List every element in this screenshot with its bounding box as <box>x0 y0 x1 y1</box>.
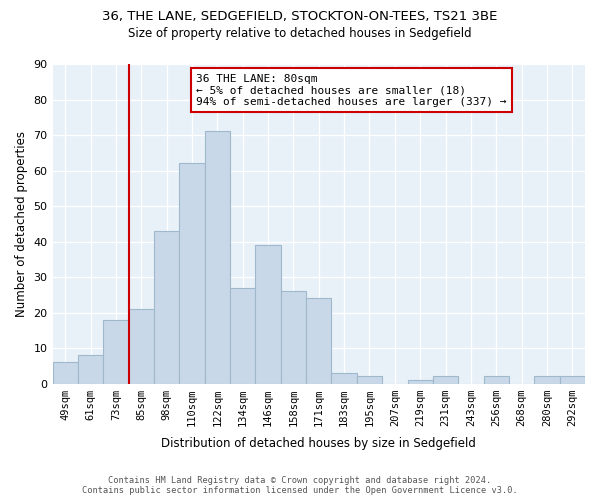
X-axis label: Distribution of detached houses by size in Sedgefield: Distribution of detached houses by size … <box>161 437 476 450</box>
Bar <box>281 291 306 384</box>
Y-axis label: Number of detached properties: Number of detached properties <box>15 131 28 317</box>
Bar <box>205 132 230 384</box>
Text: 36, THE LANE, SEDGEFIELD, STOCKTON-ON-TEES, TS21 3BE: 36, THE LANE, SEDGEFIELD, STOCKTON-ON-TE… <box>103 10 497 23</box>
Bar <box>230 288 256 384</box>
Bar <box>407 380 433 384</box>
Bar <box>433 376 458 384</box>
Bar <box>78 355 103 384</box>
Bar <box>53 362 78 384</box>
Bar <box>306 298 331 384</box>
Bar <box>256 245 281 384</box>
Bar <box>357 376 382 384</box>
Text: Size of property relative to detached houses in Sedgefield: Size of property relative to detached ho… <box>128 28 472 40</box>
Bar <box>331 373 357 384</box>
Bar <box>484 376 509 384</box>
Bar <box>534 376 560 384</box>
Bar <box>128 309 154 384</box>
Bar <box>103 320 128 384</box>
Bar <box>179 164 205 384</box>
Text: Contains HM Land Registry data © Crown copyright and database right 2024.
Contai: Contains HM Land Registry data © Crown c… <box>82 476 518 495</box>
Bar <box>560 376 585 384</box>
Text: 36 THE LANE: 80sqm
← 5% of detached houses are smaller (18)
94% of semi-detached: 36 THE LANE: 80sqm ← 5% of detached hous… <box>196 74 507 107</box>
Bar <box>154 231 179 384</box>
